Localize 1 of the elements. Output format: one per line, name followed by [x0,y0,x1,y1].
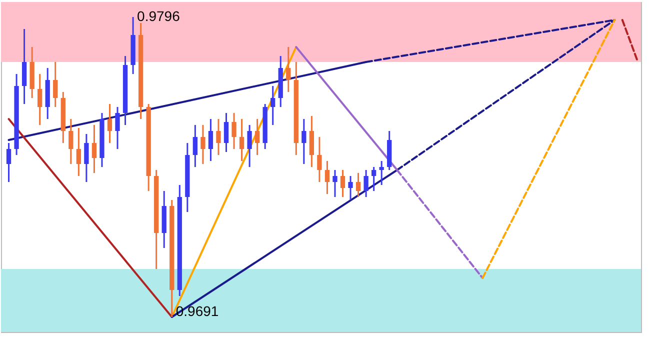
annotation: 0.9796 [137,8,180,24]
